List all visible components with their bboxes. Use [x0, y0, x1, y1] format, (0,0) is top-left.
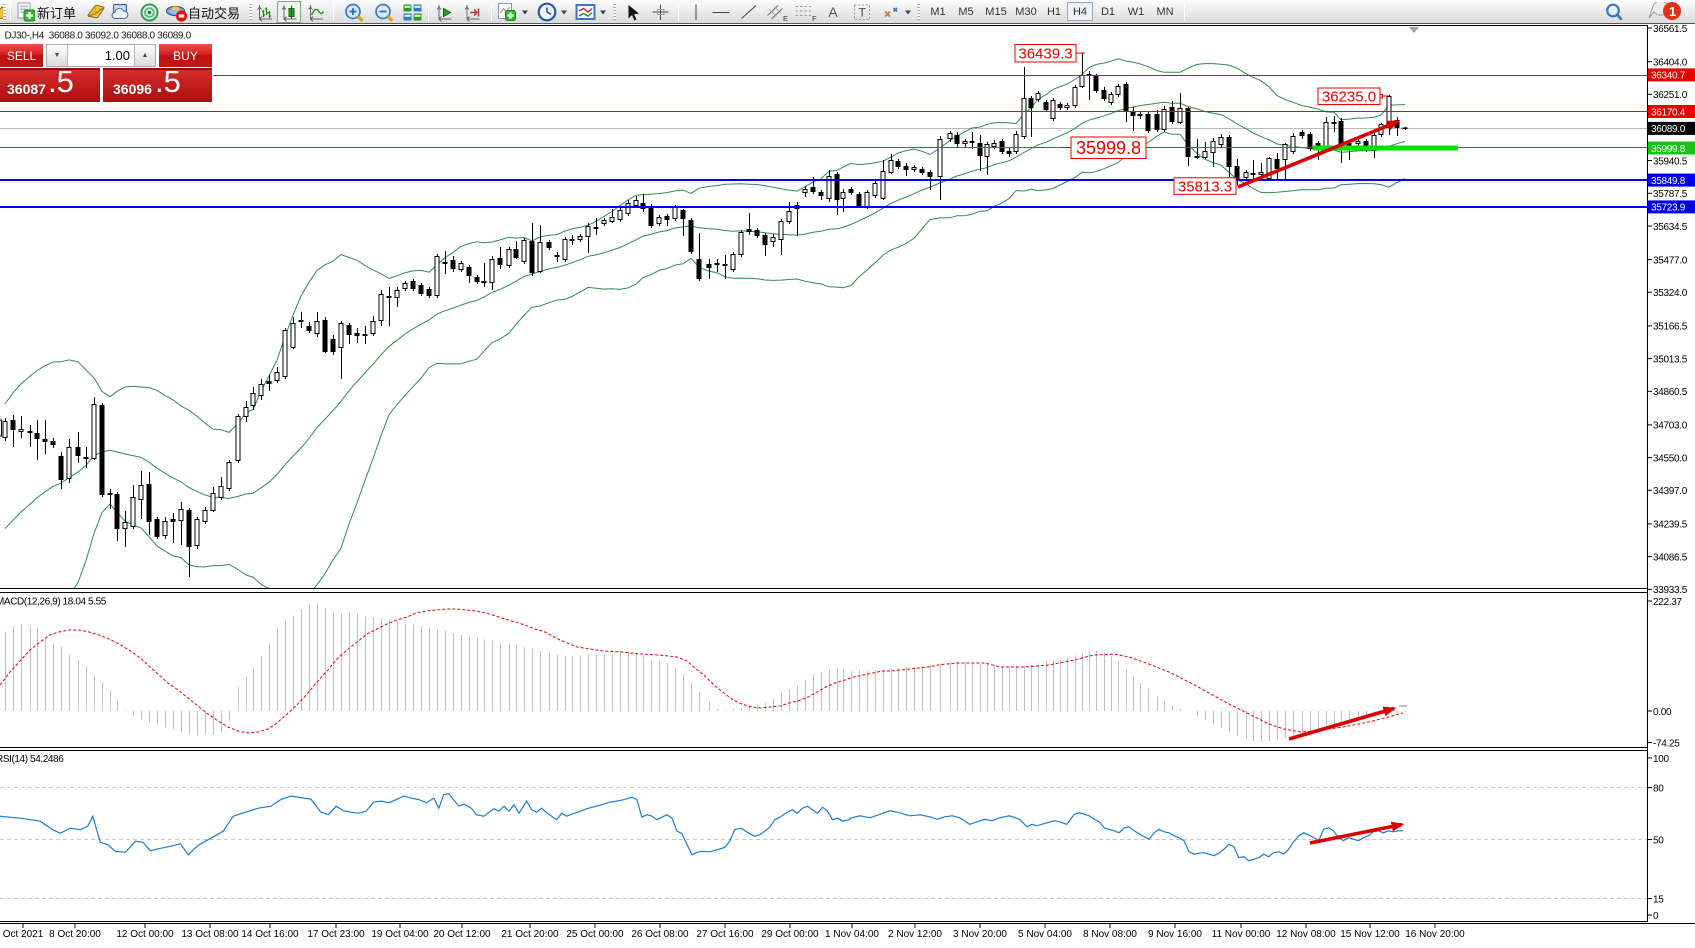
svg-text:35013.5: 35013.5	[1653, 354, 1688, 365]
svg-text:12 Nov 08:00: 12 Nov 08:00	[1276, 929, 1336, 940]
svg-text:21 Oct 20:00: 21 Oct 20:00	[501, 929, 559, 940]
svg-text:35849.8: 35849.8	[1651, 176, 1686, 187]
svg-text:35723.9: 35723.9	[1651, 203, 1686, 214]
svg-text:15: 15	[1653, 894, 1664, 905]
svg-text:13 Oct 08:00: 13 Oct 08:00	[181, 929, 239, 940]
svg-text:80: 80	[1653, 783, 1664, 794]
svg-text:17 Oct 23:00: 17 Oct 23:00	[307, 929, 365, 940]
svg-text:35999.8: 35999.8	[1651, 144, 1686, 155]
svg-text:100: 100	[1653, 754, 1670, 765]
svg-text:E: E	[783, 14, 788, 22]
svg-text:8 Oct 20:00: 8 Oct 20:00	[49, 929, 101, 940]
svg-text:35166.5: 35166.5	[1653, 322, 1688, 333]
svg-text:34086.5: 34086.5	[1653, 552, 1688, 563]
svg-text:36404.0: 36404.0	[1653, 57, 1688, 68]
svg-text:35324.0: 35324.0	[1653, 288, 1688, 299]
svg-text:35787.5: 35787.5	[1653, 189, 1688, 200]
svg-text:34860.5: 34860.5	[1653, 387, 1688, 398]
svg-text:34397.0: 34397.0	[1653, 486, 1688, 497]
svg-text:26 Oct 08:00: 26 Oct 08:00	[631, 929, 689, 940]
svg-text:36561.5: 36561.5	[1653, 24, 1688, 35]
svg-text:5 Nov 04:00: 5 Nov 04:00	[1018, 929, 1072, 940]
svg-text:T: T	[859, 6, 867, 20]
svg-text:35813.3: 35813.3	[1178, 178, 1232, 195]
svg-text:34550.0: 34550.0	[1653, 453, 1688, 464]
svg-text:9 Nov 16:00: 9 Nov 16:00	[1148, 929, 1202, 940]
svg-text:36235.0: 36235.0	[1322, 89, 1376, 106]
svg-text:33933.5: 33933.5	[1653, 585, 1688, 596]
svg-text:36251.0: 36251.0	[1653, 90, 1688, 101]
svg-text:DJ30-,H4 36088.0 36092.0 3608: DJ30-,H4 36088.0 36092.0 36088.0 36089.0	[5, 31, 192, 42]
svg-text:8 Nov 08:00: 8 Nov 08:00	[1083, 929, 1137, 940]
svg-text:35477.0: 35477.0	[1653, 255, 1688, 266]
svg-text:14 Oct 16:00: 14 Oct 16:00	[241, 929, 299, 940]
svg-text:0: 0	[1653, 911, 1659, 922]
svg-text:34239.5: 34239.5	[1653, 520, 1688, 531]
svg-text:35999.8: 35999.8	[1076, 138, 1141, 158]
svg-text:36089.0: 36089.0	[1651, 124, 1686, 135]
svg-text:36170.4: 36170.4	[1651, 107, 1686, 118]
svg-text:34703.0: 34703.0	[1653, 421, 1688, 432]
svg-text:50: 50	[1653, 835, 1664, 846]
svg-text:Oct 2021: Oct 2021	[3, 929, 44, 940]
svg-text:27 Oct 16:00: 27 Oct 16:00	[696, 929, 754, 940]
svg-text:1: 1	[1669, 4, 1676, 19]
svg-text:RSI(14) 54.2486: RSI(14) 54.2486	[0, 754, 64, 765]
svg-text:36340.7: 36340.7	[1651, 71, 1686, 82]
svg-text:36439.3: 36439.3	[1018, 46, 1072, 63]
svg-text:-74.25: -74.25	[1653, 738, 1680, 749]
svg-text:3 Nov 20:00: 3 Nov 20:00	[953, 929, 1007, 940]
svg-text:1 Nov 04:00: 1 Nov 04:00	[825, 929, 879, 940]
svg-text:15 Nov 12:00: 15 Nov 12:00	[1340, 929, 1400, 940]
svg-text:16 Nov 20:00: 16 Nov 20:00	[1405, 929, 1465, 940]
svg-text:20 Oct 12:00: 20 Oct 12:00	[433, 929, 491, 940]
svg-text:222.37: 222.37	[1653, 597, 1683, 608]
svg-text:2 Nov 12:00: 2 Nov 12:00	[888, 929, 942, 940]
svg-text:11 Nov 00:00: 11 Nov 00:00	[1212, 929, 1271, 940]
svg-text:29 Oct 00:00: 29 Oct 00:00	[761, 929, 819, 940]
svg-text:35634.5: 35634.5	[1653, 222, 1688, 233]
svg-text:12 Oct 00:00: 12 Oct 00:00	[116, 929, 174, 940]
svg-text:25 Oct 00:00: 25 Oct 00:00	[566, 929, 624, 940]
svg-text:19 Oct 04:00: 19 Oct 04:00	[371, 929, 429, 940]
svg-text:35940.5: 35940.5	[1653, 156, 1688, 167]
svg-text:MACD(12,26,9) 18.04 5.55: MACD(12,26,9) 18.04 5.55	[0, 597, 107, 608]
svg-text:0.00: 0.00	[1653, 707, 1672, 718]
svg-text:F: F	[812, 14, 817, 22]
